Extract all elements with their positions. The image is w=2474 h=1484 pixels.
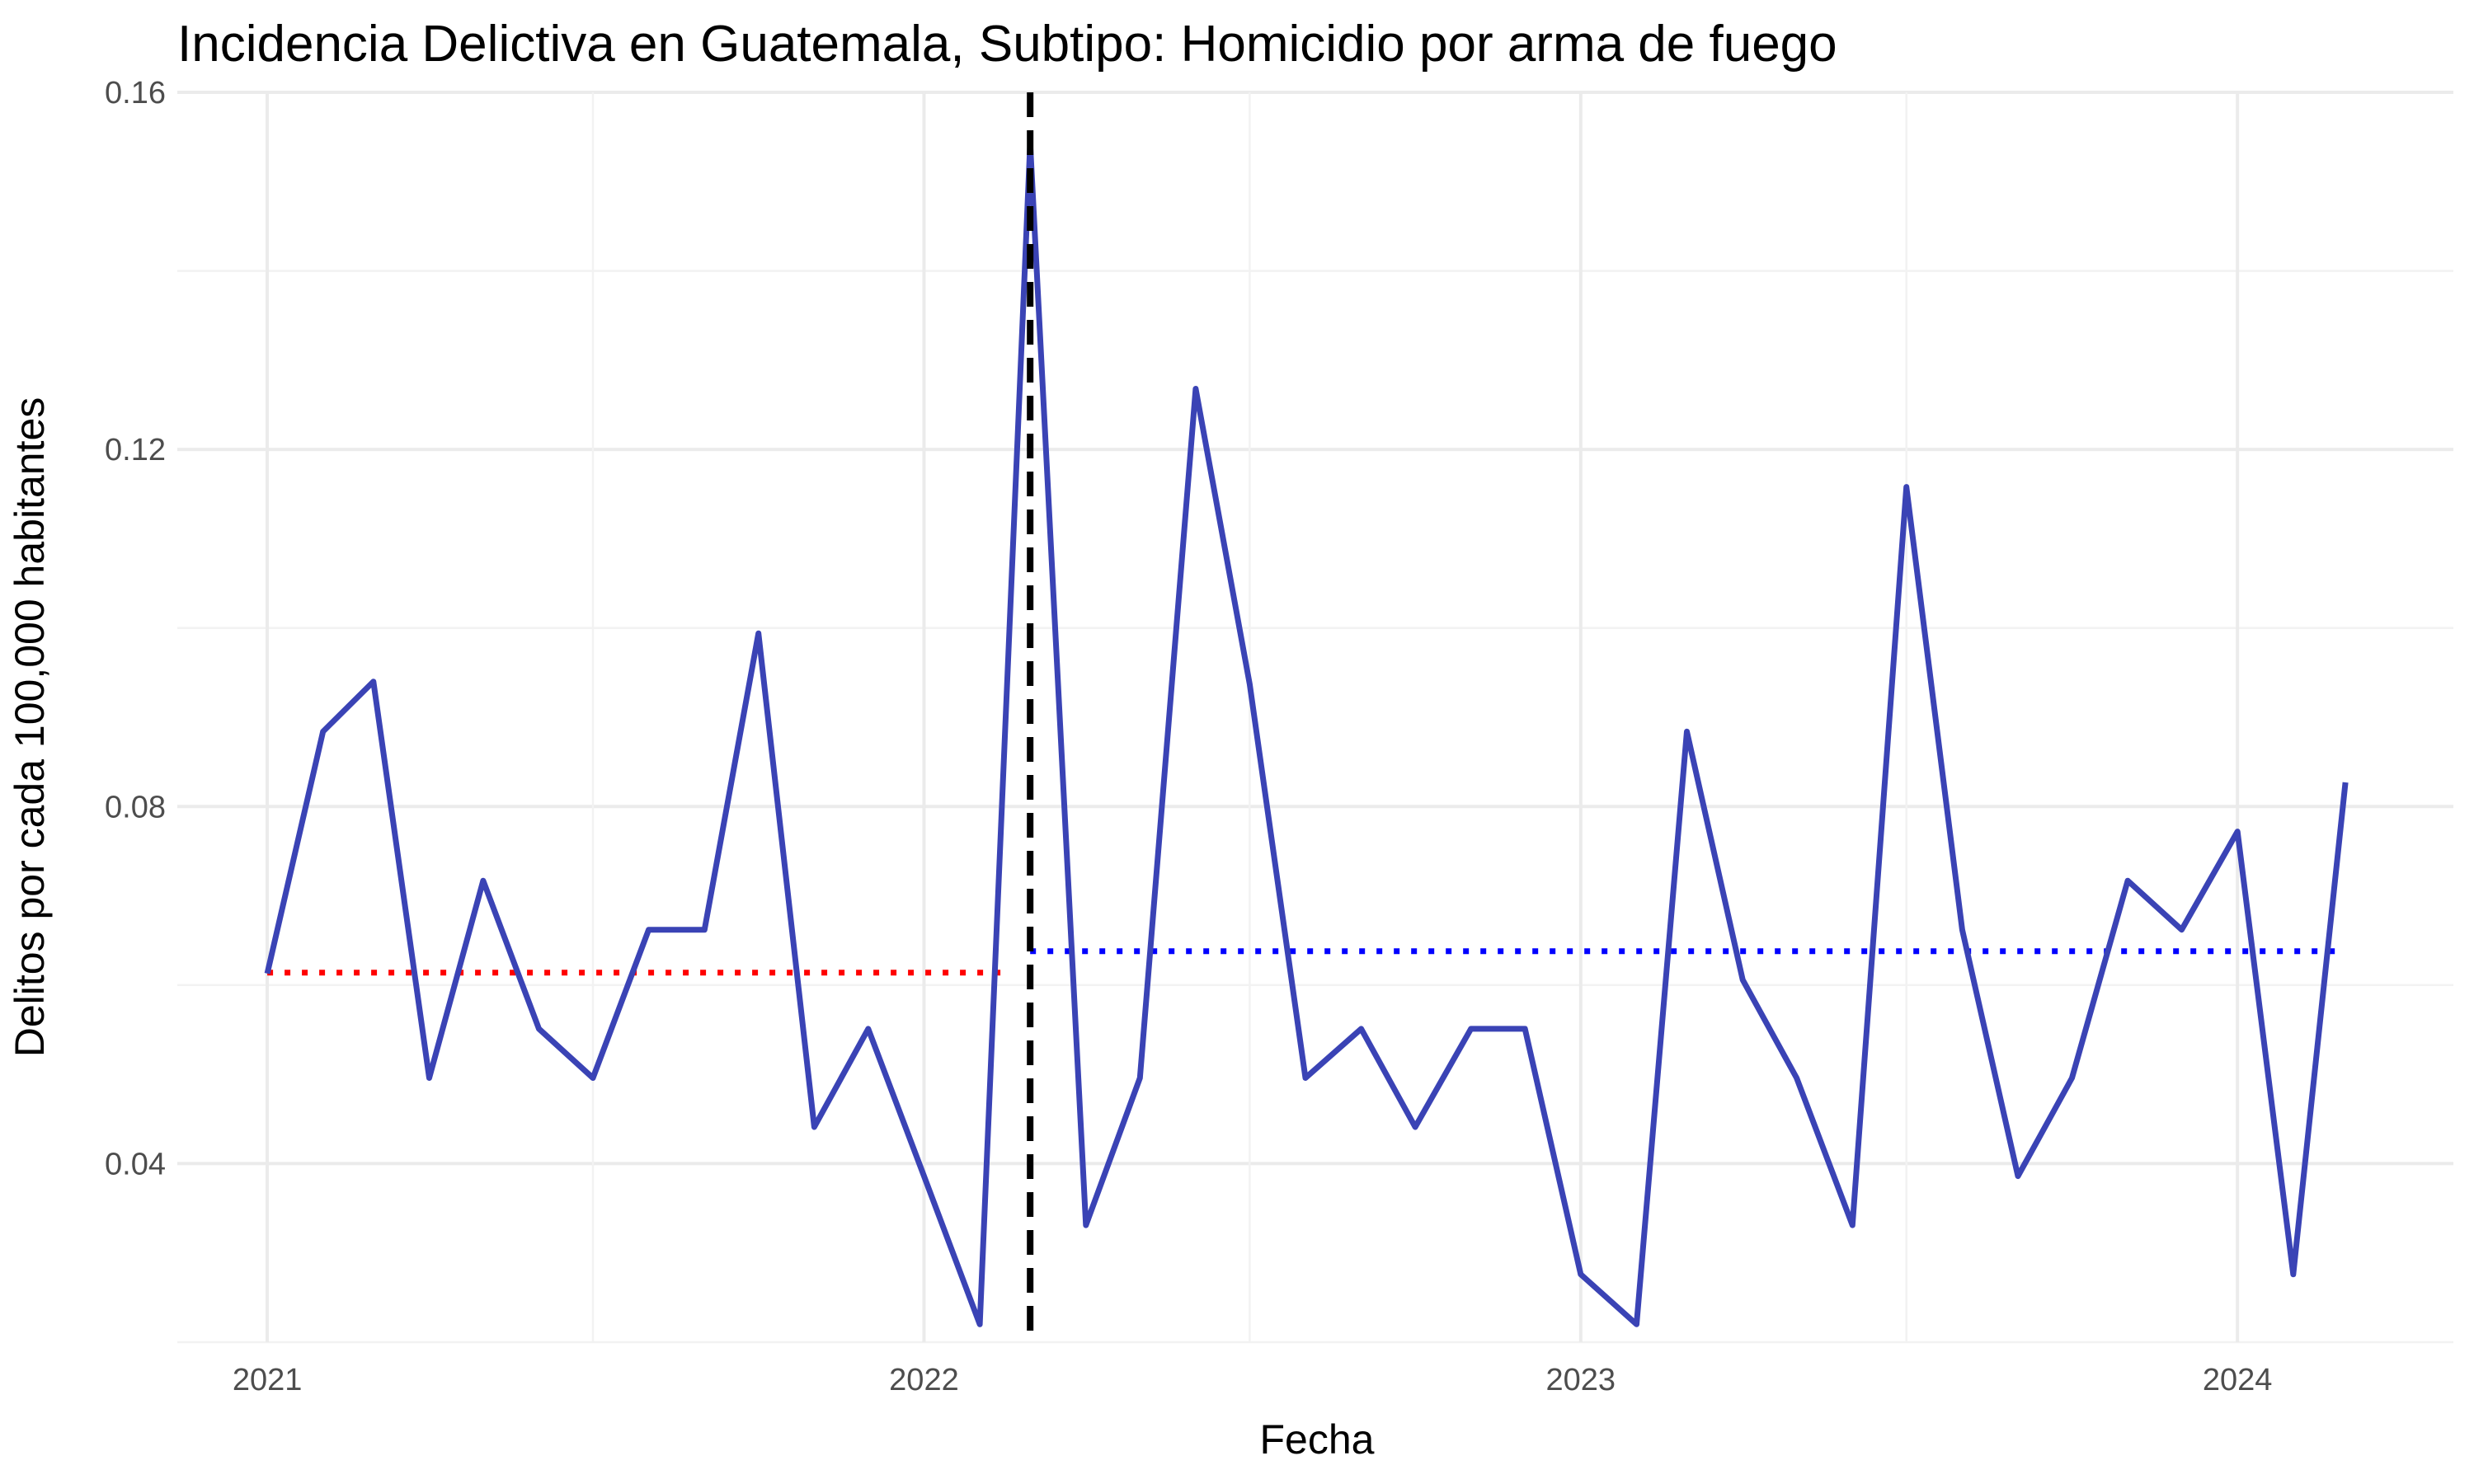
series-group xyxy=(264,140,2349,1327)
x-axis-title: Fecha xyxy=(1260,1416,1375,1463)
y-tick-label: 0.16 xyxy=(105,76,166,110)
x-tick-label: 2021 xyxy=(233,1363,303,1397)
y-axis-ticks: 0.04 0.08 0.12 0.16 xyxy=(105,76,166,1181)
y-axis-title: Delitos por cada 100,000 habitantes xyxy=(7,397,53,1058)
chart-title: Incidencia Delictiva en Guatemala, Subti… xyxy=(177,16,1837,73)
y-tick-label: 0.04 xyxy=(105,1147,166,1181)
y-tick-label: 0.08 xyxy=(105,790,166,824)
y-tick-label: 0.12 xyxy=(105,433,166,467)
x-tick-label: 2023 xyxy=(1546,1363,1616,1397)
x-tick-label: 2022 xyxy=(889,1363,959,1397)
grid xyxy=(177,91,2453,1344)
reference-lines xyxy=(267,948,2346,976)
x-axis-ticks: 2021 2022 2023 2024 xyxy=(233,1363,2273,1397)
x-tick-label: 2024 xyxy=(2203,1363,2273,1397)
series-line-0 xyxy=(264,140,2349,1327)
